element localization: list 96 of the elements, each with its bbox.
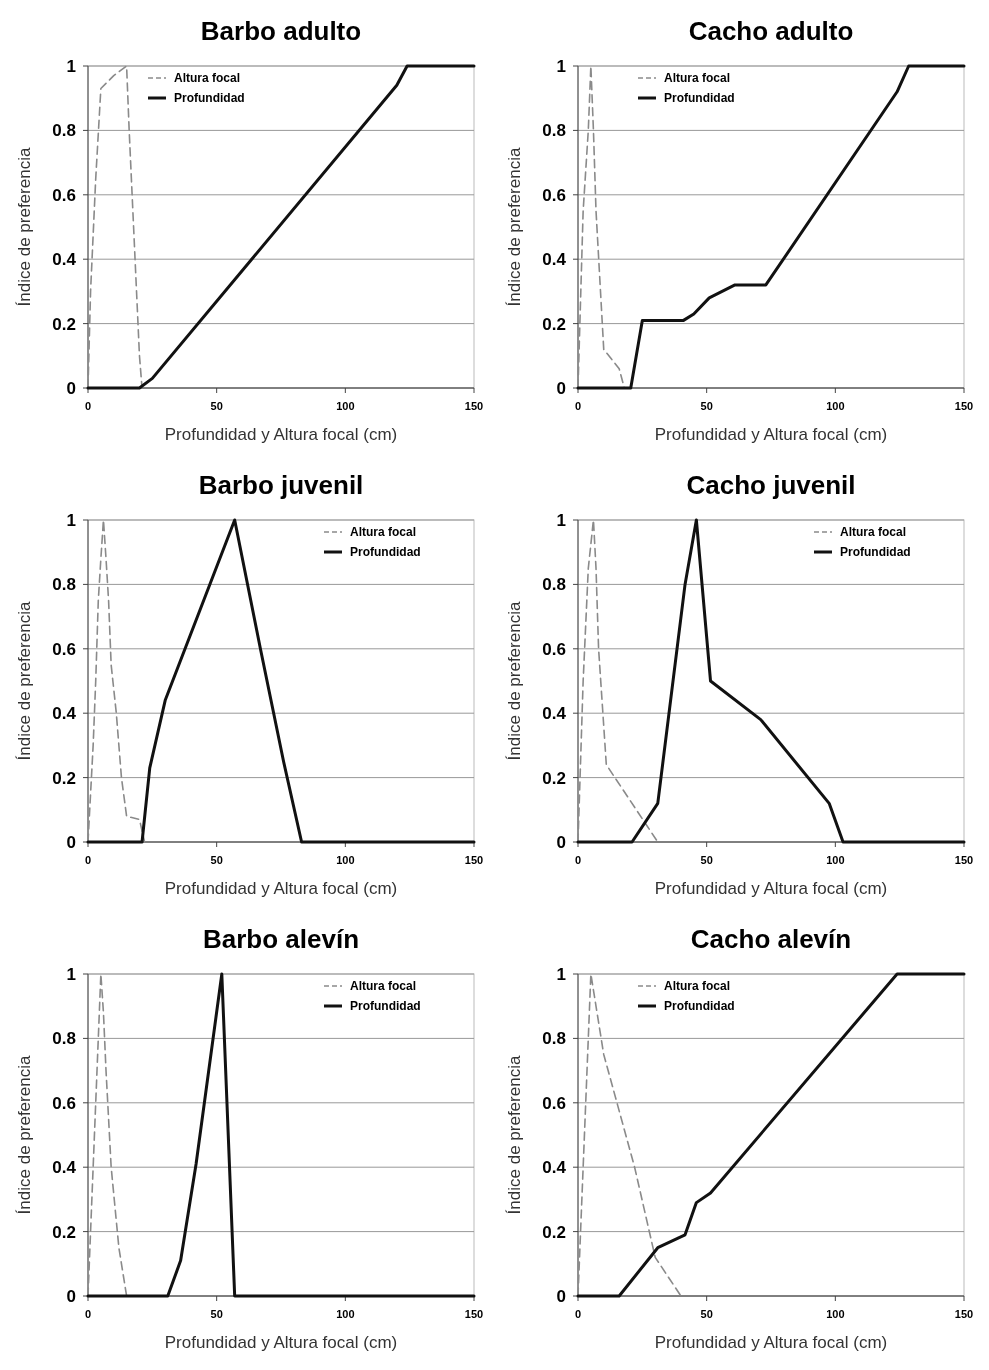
legend-label: Profundidad bbox=[174, 91, 245, 106]
y-tick-label: 0.2 bbox=[542, 1222, 566, 1242]
y-tick-label: 0.6 bbox=[52, 185, 76, 205]
x-axis-title: Profundidad y Altura focal (cm) bbox=[164, 425, 398, 444]
x-tick-label: 50 bbox=[210, 400, 223, 412]
y-tick-label: 0.8 bbox=[52, 575, 76, 595]
y-tick-label: 0.2 bbox=[542, 314, 566, 334]
x-tick-label: 150 bbox=[464, 1308, 484, 1320]
chart-title: Cacho juvenil bbox=[686, 470, 856, 500]
y-tick-label: 0.4 bbox=[52, 1158, 77, 1178]
x-tick-label: 50 bbox=[210, 854, 223, 866]
x-axis-title: Profundidad y Altura focal (cm) bbox=[654, 879, 888, 898]
line-series bbox=[86, 972, 476, 1298]
y-tick-label: 0.2 bbox=[542, 768, 566, 788]
x-axis-title: Profundidad y Altura focal (cm) bbox=[654, 1333, 888, 1352]
y-tick-label: 1 bbox=[66, 56, 76, 76]
x-tick-label: 150 bbox=[464, 854, 484, 866]
x-tick-label: 150 bbox=[954, 1308, 974, 1320]
x-tick-label: 0 bbox=[574, 854, 582, 866]
x-tick-label: 0 bbox=[84, 400, 92, 412]
y-tick-label: 0.4 bbox=[52, 250, 77, 270]
y-tick-label: 1 bbox=[66, 964, 76, 984]
y-tick-label: 0.6 bbox=[52, 1093, 76, 1113]
x-tick-label: 100 bbox=[826, 854, 845, 866]
y-tick-label: 0.8 bbox=[52, 121, 76, 141]
x-tick-label: 100 bbox=[336, 854, 355, 866]
x-tick-label: 150 bbox=[464, 400, 484, 412]
chart-title: Cacho alevín bbox=[690, 924, 852, 954]
x-tick-label: 100 bbox=[336, 400, 355, 412]
y-tick-label: 1 bbox=[556, 964, 566, 984]
chart-title: Barbo juvenil bbox=[198, 470, 364, 500]
chart-title: Cacho adulto bbox=[688, 16, 854, 46]
line-series bbox=[86, 518, 476, 844]
y-tick-label: 0.8 bbox=[542, 121, 566, 141]
line-series bbox=[86, 64, 476, 390]
x-tick-label: 50 bbox=[700, 400, 713, 412]
line-series bbox=[576, 64, 966, 390]
y-tick-label: 1 bbox=[556, 56, 566, 76]
line-series bbox=[576, 518, 966, 844]
line-series bbox=[576, 972, 966, 1298]
x-tick-label: 100 bbox=[336, 1308, 355, 1320]
x-axis-title: Profundidad y Altura focal (cm) bbox=[164, 879, 398, 898]
x-tick-label: 100 bbox=[826, 1308, 845, 1320]
x-tick-label: 50 bbox=[700, 854, 713, 866]
y-axis-title: Índice de preferencia bbox=[505, 1055, 524, 1215]
y-tick-label: 0.2 bbox=[52, 314, 76, 334]
legend-label: Altura focal bbox=[664, 979, 731, 994]
x-tick-label: 0 bbox=[574, 400, 582, 412]
y-tick-label: 0 bbox=[66, 832, 76, 852]
x-tick-label: 150 bbox=[954, 400, 974, 412]
legend-label: Profundidad bbox=[350, 545, 421, 560]
legend-label: Altura focal bbox=[664, 71, 731, 86]
y-tick-label: 1 bbox=[556, 510, 566, 530]
y-axis-title: Índice de preferencia bbox=[15, 601, 34, 761]
x-tick-label: 150 bbox=[954, 854, 974, 866]
y-tick-label: 0 bbox=[66, 378, 76, 398]
legend-label: Altura focal bbox=[350, 525, 417, 540]
chart-title: Barbo alevín bbox=[202, 924, 360, 954]
y-tick-label: 0.2 bbox=[52, 1222, 76, 1242]
y-tick-label: 0 bbox=[556, 832, 566, 852]
y-tick-label: 0.6 bbox=[542, 185, 566, 205]
legend-label: Profundidad bbox=[664, 999, 735, 1014]
y-tick-label: 0.8 bbox=[542, 575, 566, 595]
x-tick-label: 50 bbox=[210, 1308, 223, 1320]
y-tick-label: 0.4 bbox=[542, 704, 567, 724]
y-tick-label: 1 bbox=[66, 510, 76, 530]
legend-label: Profundidad bbox=[664, 91, 735, 106]
y-axis-title: Índice de preferencia bbox=[505, 147, 524, 307]
y-axis-title: Índice de preferencia bbox=[505, 601, 524, 761]
legend-label: Profundidad bbox=[350, 999, 421, 1014]
chart-title: Barbo adulto bbox=[200, 16, 362, 46]
x-tick-label: 0 bbox=[84, 1308, 92, 1320]
y-tick-label: 0.6 bbox=[542, 1093, 566, 1113]
y-tick-label: 0.2 bbox=[52, 768, 76, 788]
x-tick-label: 100 bbox=[826, 400, 845, 412]
legend-label: Altura focal bbox=[174, 71, 241, 86]
y-tick-label: 0.6 bbox=[542, 639, 566, 659]
y-tick-label: 0 bbox=[556, 1286, 566, 1306]
y-tick-label: 0 bbox=[556, 378, 566, 398]
y-tick-label: 0.4 bbox=[542, 250, 567, 270]
y-axis-title: Índice de preferencia bbox=[15, 1055, 34, 1215]
y-tick-label: 0.8 bbox=[52, 1029, 76, 1049]
x-tick-label: 50 bbox=[700, 1308, 713, 1320]
y-tick-label: 0.6 bbox=[52, 639, 76, 659]
x-tick-label: 0 bbox=[574, 1308, 582, 1320]
legend-label: Altura focal bbox=[840, 525, 907, 540]
y-tick-label: 0.8 bbox=[542, 1029, 566, 1049]
y-tick-label: 0.4 bbox=[52, 704, 77, 724]
x-axis-title: Profundidad y Altura focal (cm) bbox=[654, 425, 888, 444]
x-axis-title: Profundidad y Altura focal (cm) bbox=[164, 1333, 398, 1352]
legend-label: Profundidad bbox=[840, 545, 911, 560]
y-tick-label: 0.4 bbox=[542, 1158, 567, 1178]
legend-label: Altura focal bbox=[350, 979, 417, 994]
y-tick-label: 0 bbox=[66, 1286, 76, 1306]
y-axis-title: Índice de preferencia bbox=[15, 147, 34, 307]
x-tick-label: 0 bbox=[84, 854, 92, 866]
